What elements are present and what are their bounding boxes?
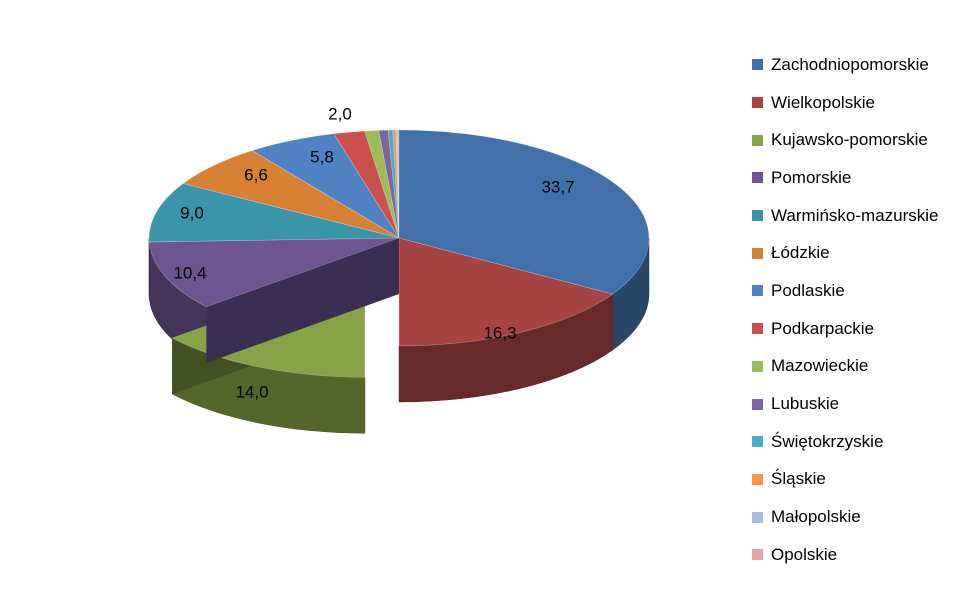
legend-swatch bbox=[752, 59, 763, 71]
legend-swatch bbox=[752, 285, 763, 297]
data-label: 2,0 bbox=[328, 104, 352, 123]
legend-swatch bbox=[752, 436, 763, 448]
chart-legend: Zachodniopomorskie Wielkopolskie Kujawsko-… bbox=[752, 46, 977, 574]
legend-swatch bbox=[752, 398, 763, 410]
legend-label: Podlaskie bbox=[771, 280, 845, 300]
pie-slice-wielkopolskie bbox=[398, 237, 614, 403]
pie-slice-malopolskie bbox=[395, 129, 400, 239]
pie-slice-mazowieckie bbox=[364, 130, 400, 239]
legend-swatch bbox=[752, 134, 763, 146]
pie-slice-zachodniopomorskie bbox=[398, 129, 650, 351]
pie-data-labels: 33,7 16,3 14,0 10,4 9,0 6,6 5,8 2,0 bbox=[173, 104, 574, 401]
legend-swatch bbox=[752, 511, 763, 523]
data-label: 33,7 bbox=[541, 177, 574, 196]
pie-slice-lubuskie bbox=[378, 129, 400, 239]
legend-item: Zachodniopomorskie bbox=[752, 46, 977, 84]
legend-label: Warmińsko-mazurskie bbox=[771, 205, 939, 225]
pie-slices bbox=[148, 129, 650, 434]
legend-item: Opolskie bbox=[752, 536, 977, 574]
pie-slice-podkarpackie bbox=[333, 130, 400, 239]
legend-item: Lubuskie bbox=[752, 385, 977, 423]
pie-slice-slaskie bbox=[392, 129, 400, 239]
legend-swatch bbox=[752, 323, 763, 335]
legend-label: Małopolskie bbox=[771, 507, 861, 527]
legend-swatch bbox=[752, 210, 763, 222]
legend-label: Łódzkie bbox=[771, 243, 830, 263]
legend-item: Podlaskie bbox=[752, 272, 977, 310]
legend-label: Wielkopolskie bbox=[771, 92, 875, 112]
legend-item: Łódzkie bbox=[752, 234, 977, 272]
data-label: 9,0 bbox=[180, 203, 204, 222]
pie-slice-podlaskie bbox=[251, 133, 400, 239]
legend-swatch bbox=[752, 549, 763, 561]
legend-swatch bbox=[752, 247, 763, 259]
data-label: 5,8 bbox=[310, 147, 334, 166]
legend-item: Pomorskie bbox=[752, 159, 977, 197]
legend-item: Warmińsko-mazurskie bbox=[752, 197, 977, 235]
exploded-gap-walls bbox=[206, 238, 399, 363]
legend-item: Mazowieckie bbox=[752, 348, 977, 386]
legend-item: Wielkopolskie bbox=[752, 84, 977, 122]
legend-label: Mazowieckie bbox=[771, 356, 869, 376]
legend-item: Świętokrzyskie bbox=[752, 423, 977, 461]
legend-item: Małopolskie bbox=[752, 498, 977, 536]
legend-label: Zachodniopomorskie bbox=[771, 54, 929, 74]
legend-swatch bbox=[752, 473, 763, 485]
legend-item: Podkarpackie bbox=[752, 310, 977, 348]
legend-label: Lubuskie bbox=[771, 394, 840, 414]
legend-label: Śląskie bbox=[771, 469, 826, 489]
legend-item: Kujawsko-pomorskie bbox=[752, 121, 977, 159]
data-label: 10,4 bbox=[173, 263, 206, 282]
legend-label: Świętokrzyskie bbox=[771, 431, 884, 451]
legend-label: Podkarpackie bbox=[771, 318, 875, 338]
legend-label: Kujawsko-pomorskie bbox=[771, 130, 928, 150]
data-label: 6,6 bbox=[244, 165, 268, 184]
legend-label: Opolskie bbox=[771, 544, 838, 564]
pie-slice-opolskie bbox=[397, 129, 400, 239]
data-label: 16,3 bbox=[483, 323, 516, 342]
pie-slice-swietokrzyskie bbox=[387, 129, 400, 239]
legend-swatch bbox=[752, 360, 763, 372]
data-label: 14,0 bbox=[235, 382, 268, 401]
legend-label: Pomorskie bbox=[771, 167, 852, 187]
legend-swatch bbox=[752, 97, 763, 109]
pie-slice-lodzkie bbox=[182, 150, 400, 239]
legend-item: Śląskie bbox=[752, 461, 977, 499]
legend-swatch bbox=[752, 172, 763, 184]
